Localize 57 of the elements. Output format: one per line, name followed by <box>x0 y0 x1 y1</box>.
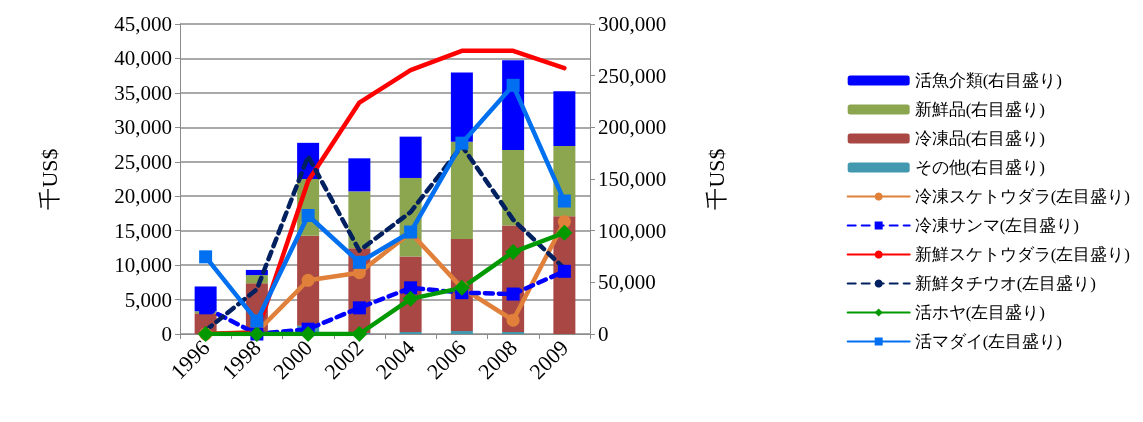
y-tick-label: 0 <box>161 322 172 346</box>
y-axis-title: 千US$ <box>36 148 62 210</box>
point <box>506 313 520 327</box>
point <box>455 136 469 150</box>
point <box>557 215 571 229</box>
bar <box>348 191 371 249</box>
legend-label: 活ホヤ(左目盛り) <box>914 303 1046 322</box>
y2-tick-label: 150,000 <box>598 167 667 191</box>
point <box>352 301 366 315</box>
point <box>404 281 418 295</box>
bar <box>502 331 525 334</box>
point <box>351 326 368 342</box>
point <box>557 194 571 208</box>
legend-label: 新鮮スケトウダラ(左目盛り) <box>914 245 1131 264</box>
point <box>301 273 315 287</box>
point <box>352 255 366 269</box>
y-tick-label: 30,000 <box>114 115 172 140</box>
point <box>506 78 520 92</box>
y2-tick-label: 100,000 <box>598 218 667 243</box>
y2-axis-title: 千US$ <box>703 148 729 210</box>
bar <box>450 330 473 334</box>
legend-label: 冷凍サンマ(左目盛り) <box>914 216 1080 235</box>
legend-label: 冷凍スケトウダラ(左目盛り) <box>914 187 1131 206</box>
y-tick-label: 25,000 <box>114 149 172 174</box>
y2-tick-label: 300,000 <box>598 12 667 36</box>
legend-label: 活マダイ(左目盛り) <box>914 332 1063 351</box>
y-tick-label: 35,000 <box>114 80 172 105</box>
y2-tick-label: 50,000 <box>598 270 656 295</box>
bar <box>348 158 371 192</box>
legend-label: 新鮮品(右目盛り) <box>914 100 1046 119</box>
point <box>556 224 573 241</box>
y2-tick-label: 250,000 <box>598 63 667 88</box>
y2-tick-label: 200,000 <box>598 115 667 140</box>
y-tick-label: 40,000 <box>114 46 172 71</box>
y-tick-label: 45,000 <box>114 12 172 36</box>
point <box>402 290 419 307</box>
bar <box>399 136 422 178</box>
legend-label: 新鮮タチウオ(左目盛り) <box>914 274 1097 293</box>
point <box>506 287 520 301</box>
y2-tick-label: 0 <box>598 322 609 346</box>
y-tick-label: 10,000 <box>114 253 172 278</box>
legend-label: 活魚介類(右目盛り) <box>914 71 1063 90</box>
legend-label: その他(右目盛り) <box>914 158 1046 177</box>
bar <box>502 150 525 226</box>
y-tick-label: 20,000 <box>114 184 172 209</box>
point <box>557 264 571 278</box>
y-tick-label: 15,000 <box>114 218 172 243</box>
legend-label: 冷凍品(右目盛り) <box>914 129 1046 148</box>
point <box>199 250 213 264</box>
bar <box>399 331 422 334</box>
y-tick-label: 5,000 <box>124 287 172 312</box>
point <box>301 209 315 223</box>
point <box>300 326 317 342</box>
bar <box>450 72 473 142</box>
point <box>250 314 264 328</box>
point <box>505 244 522 261</box>
bar <box>553 91 576 146</box>
